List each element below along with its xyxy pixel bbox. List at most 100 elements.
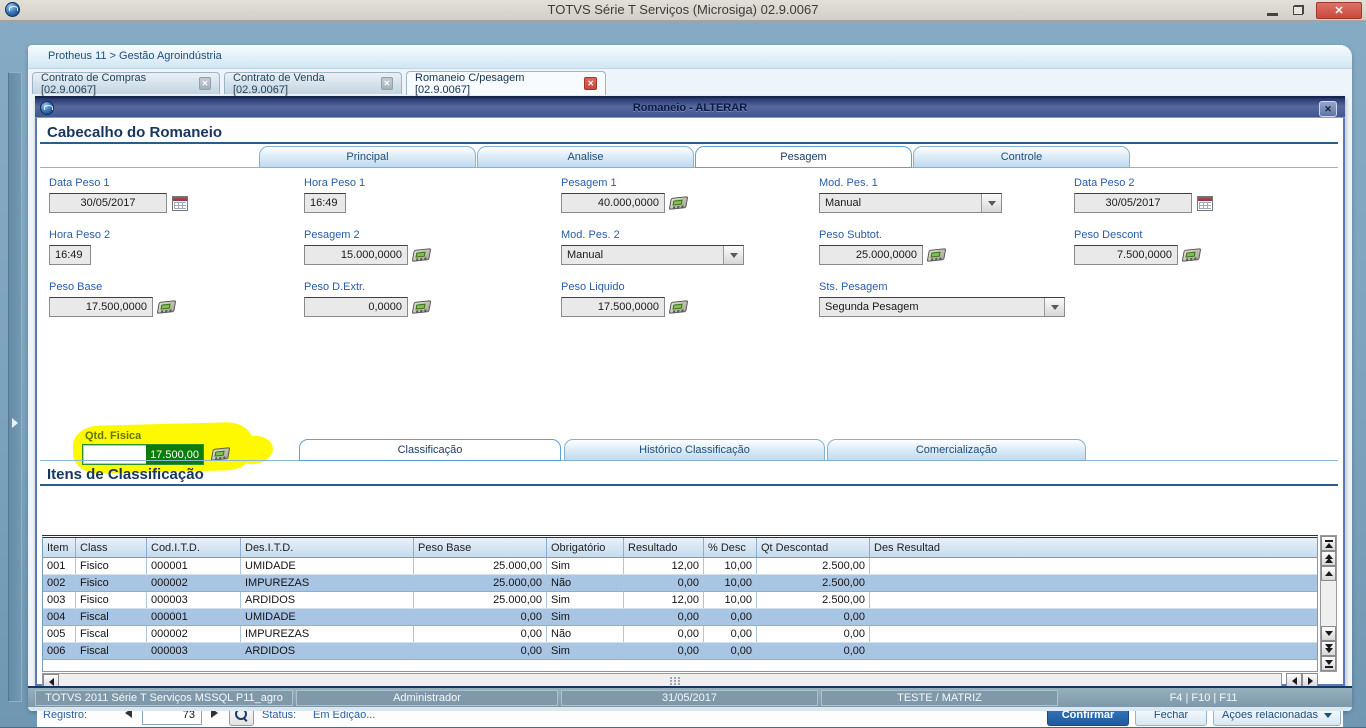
tab-close-icon[interactable]: ✕ — [198, 77, 211, 90]
field-hora-peso-1: Hora Peso 1 16:49 — [304, 177, 365, 213]
calculator-icon[interactable] — [411, 300, 432, 314]
restore-button[interactable] — [1288, 0, 1308, 20]
peso-descont-input[interactable]: 7.500,0000 — [1074, 245, 1178, 265]
scroll-top-button[interactable] — [1321, 536, 1336, 551]
scroll-page-up-button[interactable] — [1321, 551, 1336, 566]
peso-subtot-input[interactable]: 25.000,0000 — [819, 245, 923, 265]
data-peso-2-input[interactable]: 30/05/2017 — [1074, 193, 1192, 213]
grid-header-cell[interactable]: Des.I.T.D. — [241, 538, 414, 557]
chevron-down-icon[interactable] — [1044, 298, 1064, 316]
grid-cell: 25.000,00 — [414, 592, 547, 608]
tab-close-icon[interactable]: ✕ — [380, 77, 393, 90]
grid-header-cell[interactable]: % Desc — [704, 538, 757, 557]
grid-cell: 000002 — [147, 575, 241, 591]
grid-header-cell[interactable]: Resultado — [624, 538, 704, 557]
table-row[interactable]: 004 Fiscal 000001 UMIDADE 0,00 Sim 0,00 0,00 0,0… — [43, 609, 1317, 626]
tab-label: Histórico Classificação — [639, 444, 750, 456]
tab-classificacao[interactable]: Classificação — [299, 439, 561, 461]
table-row[interactable]: 006 Fiscal 000003 ARDIDOS 0,00 Sim 0,00 0,00 0,0… — [43, 643, 1317, 660]
tab-close-icon[interactable]: ✕ — [584, 77, 597, 90]
peso-dextr-input[interactable]: 0,0000 — [304, 297, 408, 317]
grid-header-cell[interactable]: Obrigatório — [547, 538, 624, 557]
scroll-page-down-button[interactable] — [1321, 641, 1336, 656]
grid-cell: Não — [547, 575, 624, 591]
dialog-title: Romaneio - ALTERAR — [632, 102, 748, 114]
field-value: 17.500,0000 — [597, 301, 659, 313]
grid-cell: 0,00 — [624, 626, 704, 642]
status-segment-date: 31/05/2017 — [561, 690, 818, 706]
tab-comercializacao[interactable]: Comercialização — [827, 439, 1086, 461]
dialog-close-button[interactable]: ✕ — [1319, 101, 1337, 117]
status-segment-user: Administrador — [296, 690, 558, 706]
breadcrumb: Protheus 11 > Gestão Agroindústria — [48, 50, 222, 62]
tab-historico-classificacao[interactable]: Histórico Classificação — [564, 439, 825, 461]
mdi-tab-contrato-compras[interactable]: Contrato de Compras [02.9.0067] ✕ — [32, 72, 220, 96]
mdi-tab-contrato-venda[interactable]: Contrato de Venda [02.9.0067] ✕ — [224, 72, 402, 96]
scroll-up-button[interactable] — [1321, 566, 1336, 581]
button-label: Ações relacionadas — [1221, 709, 1318, 721]
chevron-down-icon[interactable] — [723, 246, 743, 264]
calculator-icon[interactable] — [926, 248, 947, 262]
hora-peso-2-input[interactable]: 16:49 — [49, 245, 91, 265]
calendar-icon[interactable] — [172, 195, 188, 211]
minimize-button[interactable] — [1262, 0, 1282, 20]
calculator-icon[interactable] — [1181, 248, 1202, 262]
grid-cell: 12,00 — [624, 558, 704, 574]
qtd-fisica-input[interactable]: 17.500,00 — [82, 444, 204, 465]
scroll-left-button[interactable] — [43, 674, 59, 689]
grid-cell: IMPUREZAS — [241, 626, 414, 642]
grip-icon — [670, 677, 672, 679]
scroll-down-button[interactable] — [1321, 626, 1336, 641]
grid-header-cell[interactable]: Class — [76, 538, 147, 557]
sts-pesagem-select[interactable]: Segunda Pesagem — [819, 297, 1065, 317]
grid-cell: Fiscal — [76, 609, 147, 625]
previous-record-button[interactable] — [125, 708, 132, 718]
close-window-button[interactable]: ✕ — [1316, 2, 1362, 19]
table-row[interactable]: 001 Fisico 000001 UMIDADE 25.000,00 Sim 12,00 1… — [43, 558, 1317, 575]
data-peso-1-input[interactable]: 30/05/2017 — [49, 193, 167, 213]
sidebar-expand-strip[interactable] — [8, 72, 22, 702]
scroll-track[interactable] — [59, 674, 1281, 687]
grid-header-cell[interactable]: Item — [43, 538, 76, 557]
chevron-down-icon[interactable] — [981, 194, 1001, 212]
tab-controle[interactable]: Controle — [913, 146, 1130, 168]
grid-cell: 0,00 — [414, 609, 547, 625]
tab-principal[interactable]: Principal — [259, 146, 476, 168]
mod-pes-1-select[interactable]: Manual — [819, 193, 1002, 213]
grid-cell — [870, 609, 1317, 625]
grid-cell: ARDIDOS — [241, 592, 414, 608]
pesagem-1-input[interactable]: 40.000,0000 — [561, 193, 665, 213]
grid-cell: 0,00 — [757, 609, 870, 625]
table-row[interactable]: 003 Fisico 000003 ARDIDOS 25.000,00 Sim 12,00 1… — [43, 592, 1317, 609]
field-value: Manual — [567, 249, 604, 261]
mdi-tab-romaneio-pesagem[interactable]: Romaneio C/pesagem [02.9.0067] ✕ — [406, 71, 606, 96]
field-value: 40.000,0000 — [597, 197, 659, 209]
grid-cell: Sim — [547, 643, 624, 659]
pesagem-2-input[interactable]: 15.000,0000 — [304, 245, 408, 265]
table-row[interactable]: 005 Fiscal 000002 IMPUREZAS 0,00 Não 0,00 0,00 0… — [43, 626, 1317, 643]
next-record-button[interactable] — [211, 708, 218, 718]
mod-pes-2-select[interactable]: Manual — [561, 245, 744, 265]
field-value: Segunda Pesagem — [825, 301, 919, 313]
calculator-icon[interactable] — [411, 248, 432, 262]
grid-cell: 0,00 — [704, 609, 757, 625]
scroll-track[interactable] — [1321, 581, 1336, 626]
vertical-scrollbar[interactable] — [1320, 535, 1337, 672]
calculator-icon[interactable] — [156, 300, 177, 314]
grid-header-cell[interactable]: Peso Base — [414, 538, 547, 557]
grid-header-cell[interactable]: Qt Descontad — [757, 538, 870, 557]
peso-base-input[interactable]: 17.500,0000 — [49, 297, 153, 317]
table-row[interactable]: 002 Fisico 000002 IMPUREZAS 25.000,00 Não 0,00… — [43, 575, 1317, 592]
hora-peso-1-input[interactable]: 16:49 — [304, 193, 346, 213]
grid-header-cell[interactable]: Des Resultad — [874, 541, 941, 554]
calendar-icon[interactable] — [1197, 195, 1213, 211]
grid-header-cell[interactable]: Cod.I.T.D. — [147, 538, 241, 557]
calculator-icon[interactable] — [668, 300, 689, 314]
minimize-icon — [1266, 12, 1278, 16]
scroll-bottom-button[interactable] — [1321, 656, 1336, 671]
calculator-icon[interactable] — [668, 196, 689, 210]
tab-analise[interactable]: Analise — [477, 146, 694, 168]
tab-pesagem[interactable]: Pesagem — [695, 146, 912, 168]
peso-liquido-input[interactable]: 17.500,0000 — [561, 297, 665, 317]
grid-cell: 2.500,00 — [757, 575, 870, 591]
